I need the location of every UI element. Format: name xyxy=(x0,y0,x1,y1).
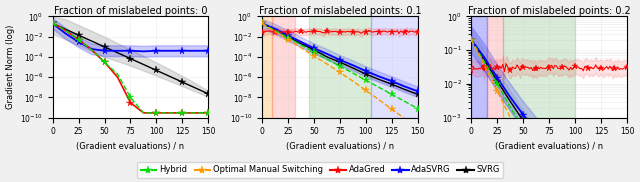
X-axis label: (Gradient evaluations) / n: (Gradient evaluations) / n xyxy=(76,142,184,151)
Y-axis label: Gradient Norm (log): Gradient Norm (log) xyxy=(6,25,15,109)
Bar xyxy=(472,16,487,118)
Bar xyxy=(262,16,273,118)
Bar xyxy=(371,16,418,118)
Bar xyxy=(273,16,295,118)
Bar xyxy=(502,16,575,118)
X-axis label: (Gradient evaluations) / n: (Gradient evaluations) / n xyxy=(495,142,604,151)
Bar xyxy=(487,16,502,118)
Bar xyxy=(308,16,371,118)
Title: Fraction of mislabeled points: 0.2: Fraction of mislabeled points: 0.2 xyxy=(468,6,630,15)
Legend: Hybrid, Optimal Manual Switching, AdaGred, AdaSVRG, SVRG: Hybrid, Optimal Manual Switching, AdaGre… xyxy=(137,162,503,178)
X-axis label: (Gradient evaluations) / n: (Gradient evaluations) / n xyxy=(286,142,394,151)
Title: Fraction of mislabeled points: 0: Fraction of mislabeled points: 0 xyxy=(54,6,207,15)
Title: Fraction of mislabeled points: 0.1: Fraction of mislabeled points: 0.1 xyxy=(259,6,421,15)
